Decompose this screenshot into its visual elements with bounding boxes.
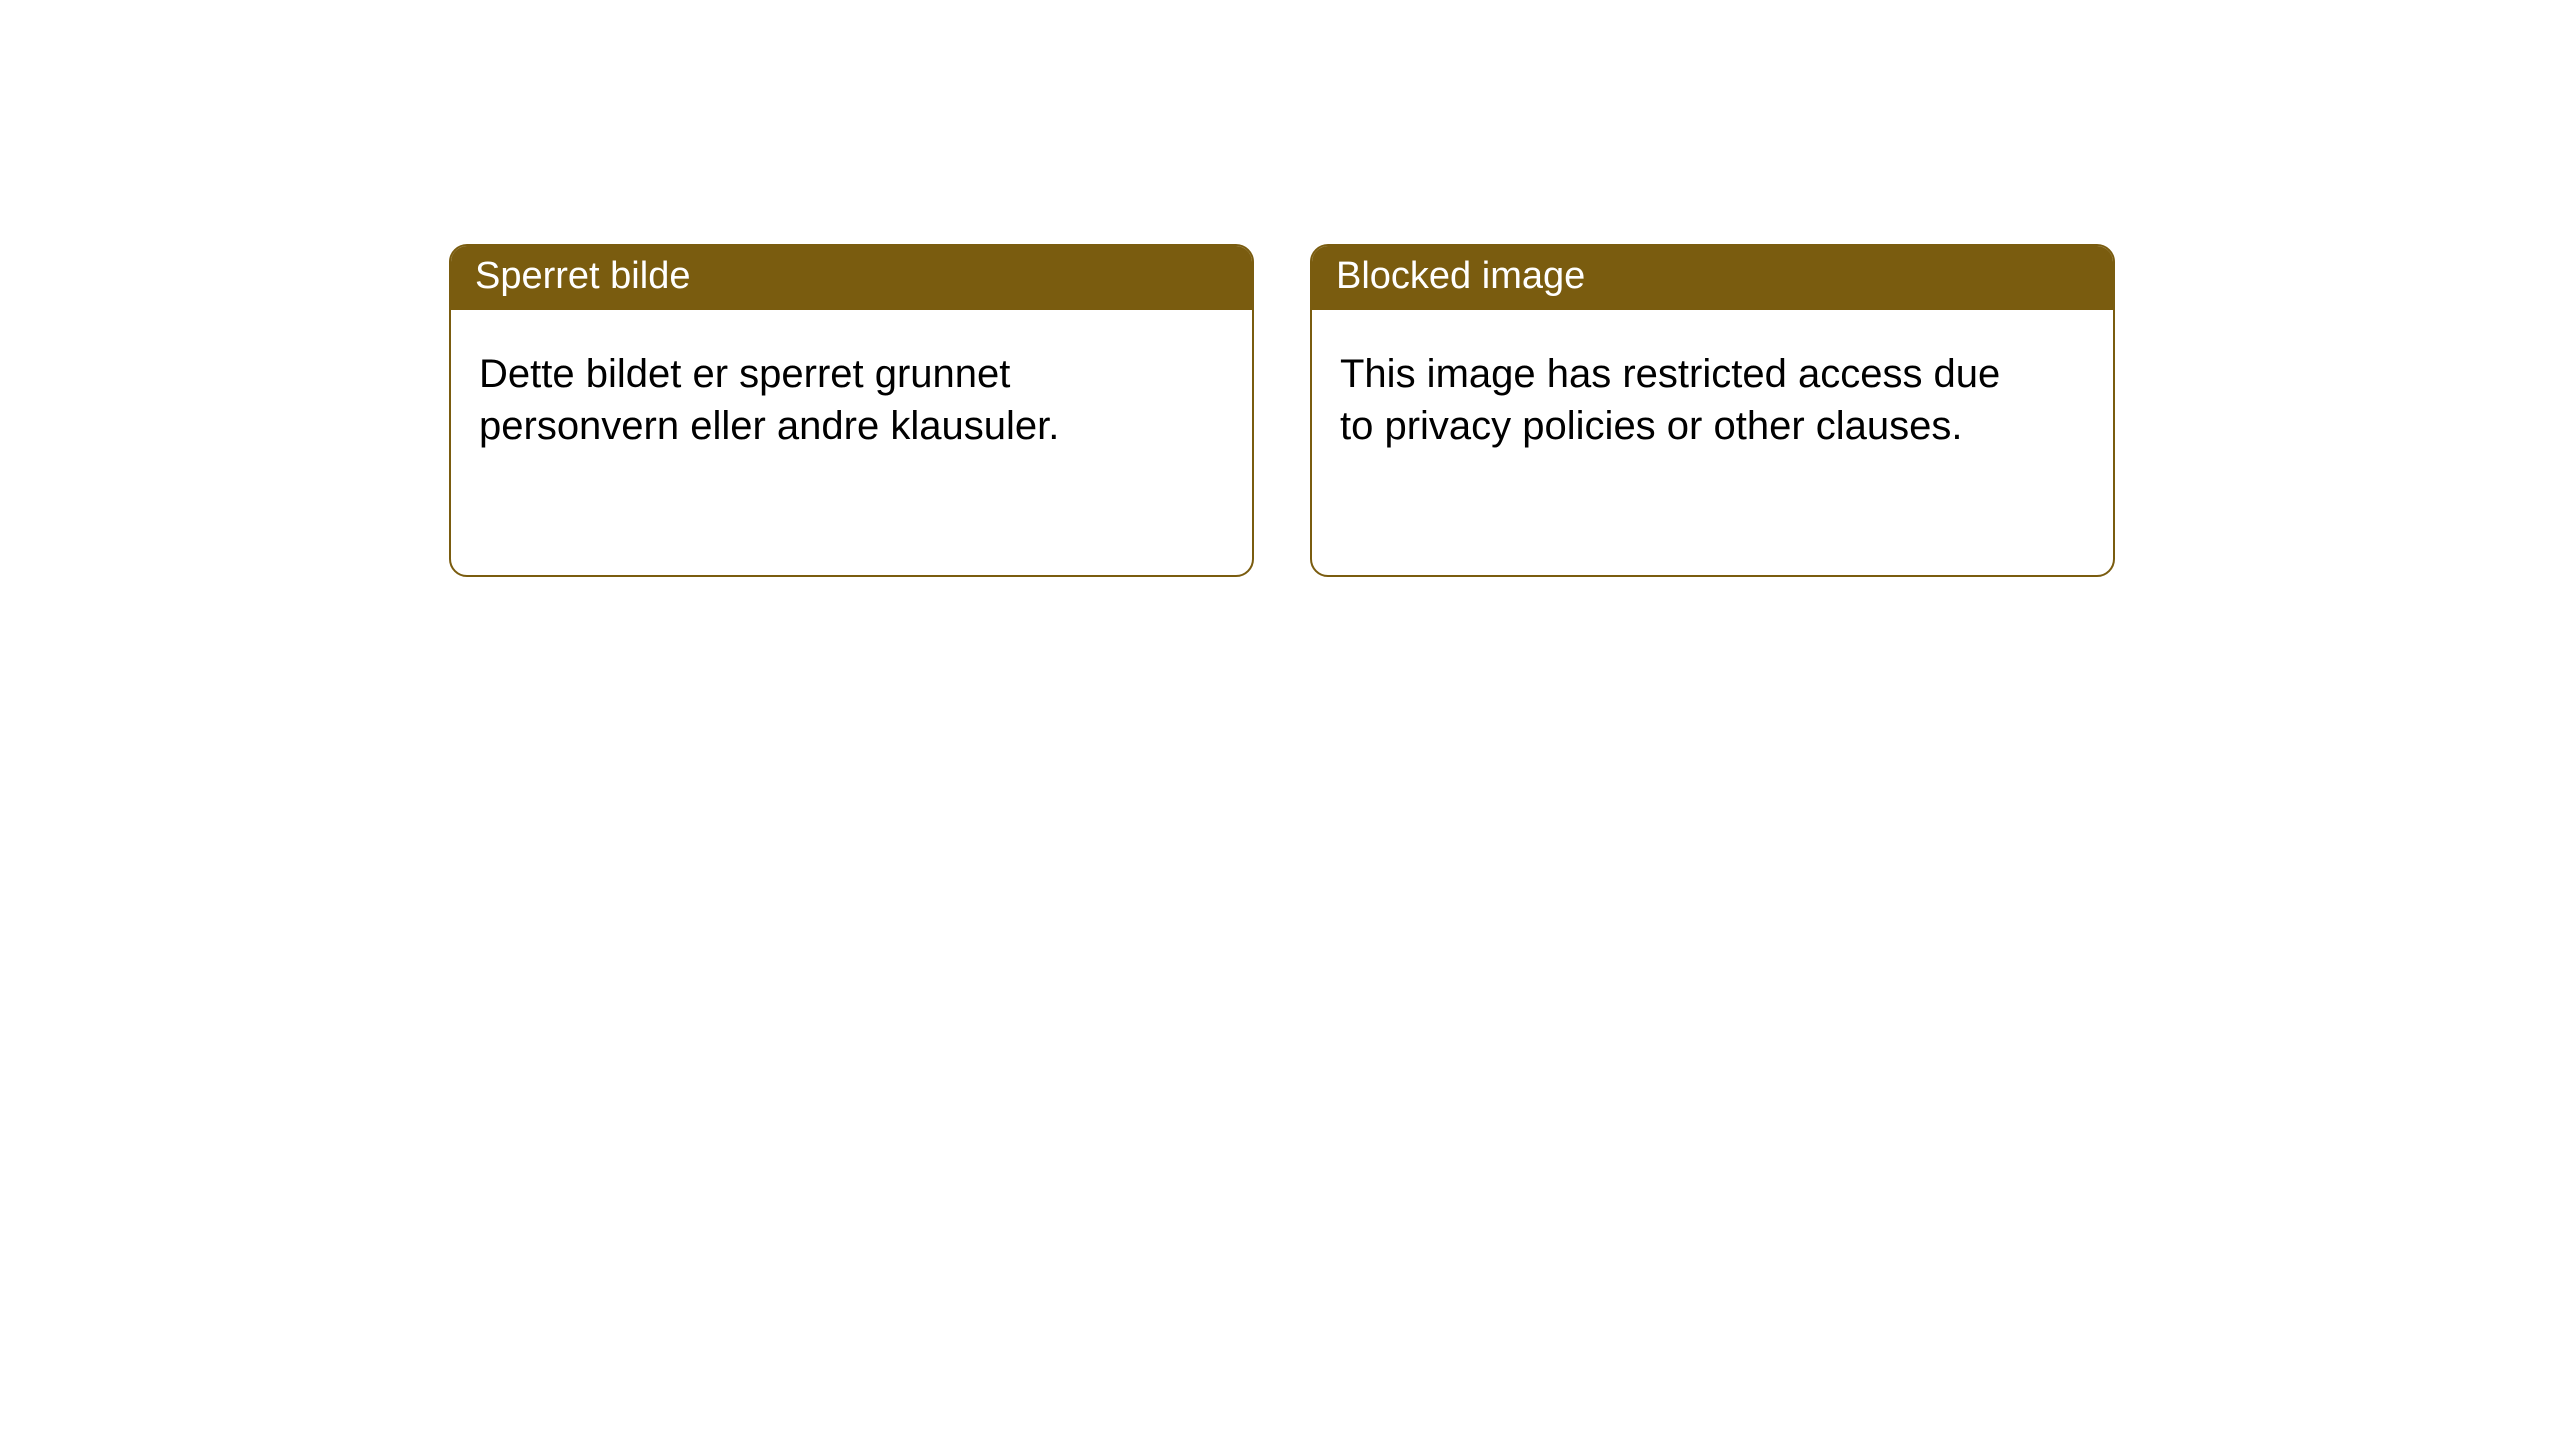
card-header-no: Sperret bilde bbox=[451, 246, 1252, 310]
card-header-en: Blocked image bbox=[1312, 246, 2113, 310]
card-body-en: This image has restricted access due to … bbox=[1312, 310, 2032, 480]
blocked-image-card-no: Sperret bilde Dette bildet er sperret gr… bbox=[449, 244, 1254, 577]
notice-cards-row: Sperret bilde Dette bildet er sperret gr… bbox=[0, 0, 2560, 577]
blocked-image-card-en: Blocked image This image has restricted … bbox=[1310, 244, 2115, 577]
card-body-no: Dette bildet er sperret grunnet personve… bbox=[451, 310, 1171, 480]
